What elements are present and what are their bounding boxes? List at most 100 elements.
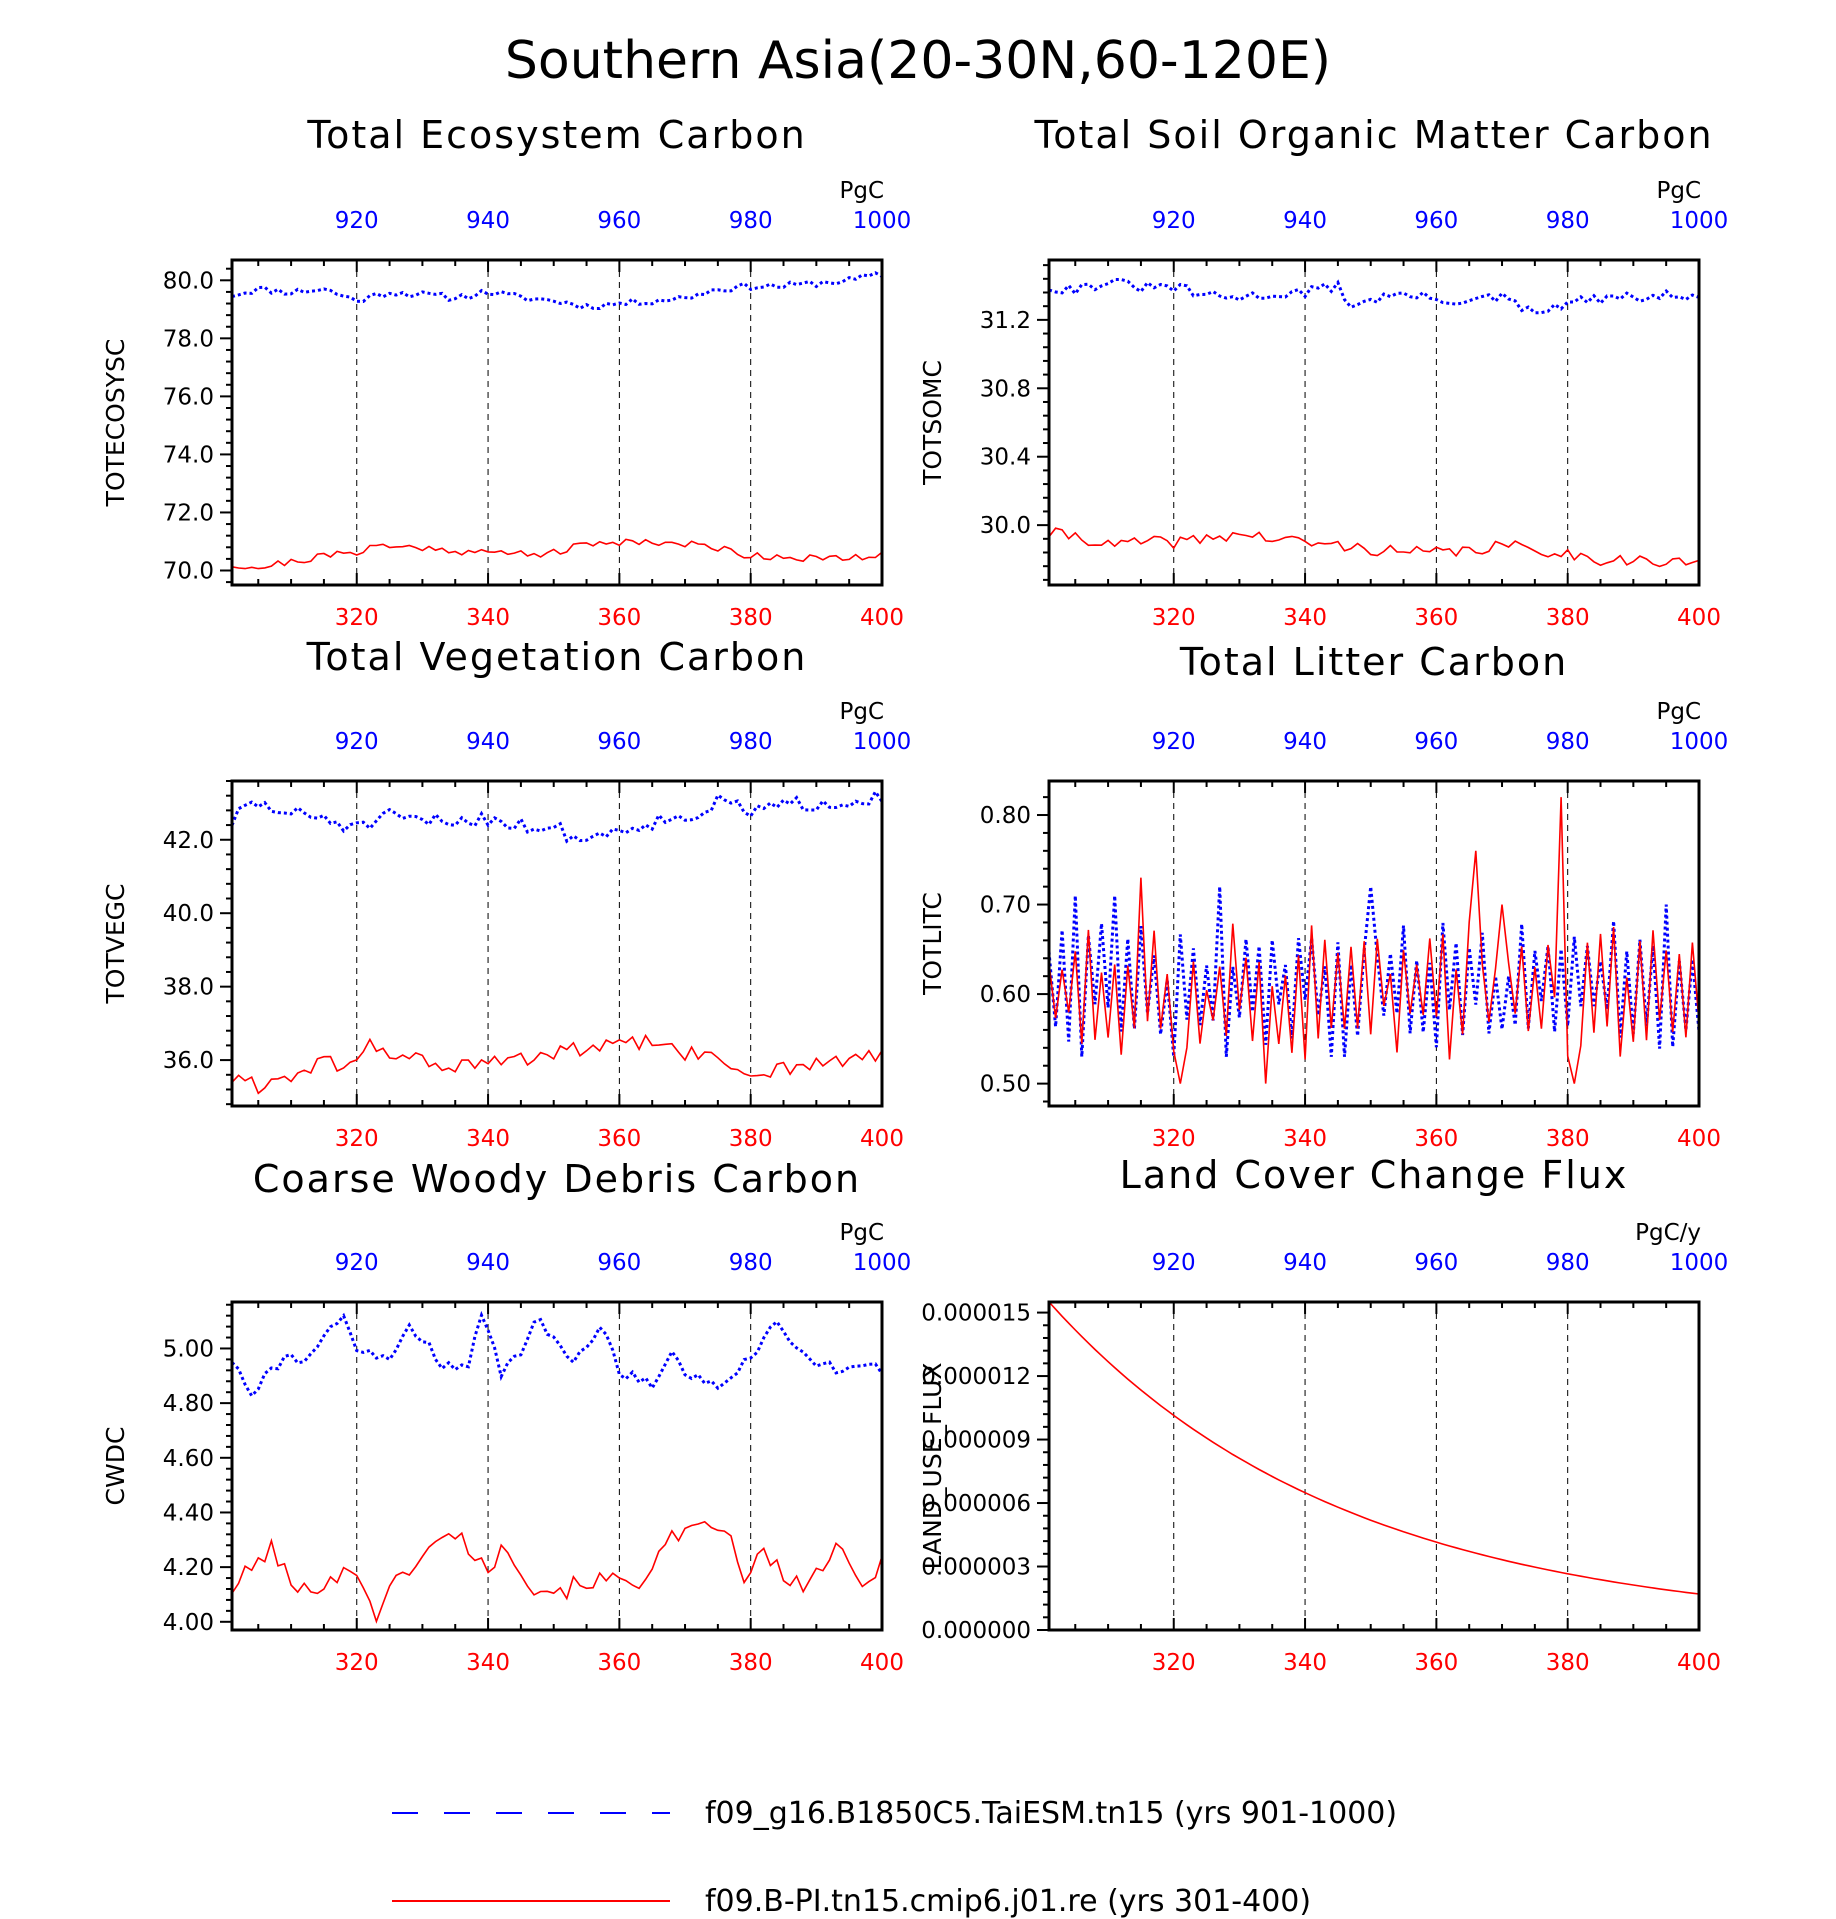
x-bottom-tick-label: 360 (597, 605, 641, 631)
y-tick-label: 30.0 (980, 513, 1031, 539)
figure-title: Southern Asia(20-30N,60-120E) (505, 31, 1331, 91)
y-tick-label: 30.8 (980, 376, 1031, 402)
plot-frame (1047, 1300, 1701, 1632)
x-bottom-tick-label: 380 (1546, 605, 1590, 631)
series-taiesm-line (230, 1310, 884, 1399)
y-tick-label: 0.50 (980, 1072, 1031, 1098)
x-top-tick-label: 940 (1283, 1250, 1327, 1276)
panel-title: Land Cover Change Flux (1120, 1153, 1629, 1197)
legend-label-a: f09_g16.B1850C5.TaiESM.tn15 (yrs 901-100… (705, 1796, 1397, 1831)
x-top-tick-label: 940 (466, 1250, 510, 1276)
x-top-tick-label: 920 (1152, 1250, 1196, 1276)
units-label: PgC (839, 178, 884, 204)
x-top-tick-label: 960 (1414, 729, 1458, 755)
panel-1: Total Ecosystem Carbon PgC TOTECOSYSC 320 34… (101, 113, 911, 631)
series-taiesm-line (1048, 278, 1700, 315)
x-top-tick-label: 940 (1283, 729, 1327, 755)
x-top-tick-label: 960 (597, 1250, 641, 1276)
y-tick-label: 74.0 (163, 442, 214, 468)
x-bottom-tick-label: 400 (860, 1126, 904, 1152)
x-bottom-tick-label: 340 (1283, 605, 1327, 631)
y-axis-label: TOTVEGC (101, 884, 130, 1005)
x-bottom-tick-label: 400 (860, 1650, 904, 1676)
x-bottom-tick-label: 360 (597, 1126, 641, 1152)
x-top-tick-label: 920 (335, 729, 379, 755)
panel-title: Total Vegetation Carbon (306, 635, 808, 679)
panel-2: Total Soil Organic Matter Carbon PgC TOTSO… (918, 113, 1728, 631)
y-tick-label: 72.0 (163, 500, 214, 526)
plot-frame (1047, 779, 1701, 1108)
x-bottom-tick-label: 400 (1677, 1126, 1721, 1152)
y-tick-label: 5.00 (163, 1336, 214, 1362)
series-cmip6-line (231, 538, 883, 570)
units-label: PgC (839, 1220, 884, 1246)
y-tick-label: 0.000000 (921, 1618, 1031, 1644)
x-top-tick-label: 1000 (1670, 208, 1729, 234)
x-top-tick-label: 920 (335, 208, 379, 234)
y-tick-label: 4.60 (163, 1446, 214, 1472)
y-axis-label: LAND_USE_FLUX (918, 1362, 947, 1569)
x-top-tick-label: 960 (597, 729, 641, 755)
series-cmip6-line (1048, 527, 1700, 568)
x-bottom-tick-label: 320 (1152, 1126, 1196, 1152)
series-taiesm-line (231, 271, 883, 311)
series-cmip6-line (1048, 1301, 1700, 1595)
x-top-tick-label: 980 (1546, 1250, 1590, 1276)
x-top-tick-label: 920 (1152, 729, 1196, 755)
plot-frame (1047, 258, 1701, 587)
y-axis-label: TOTECOSYSC (101, 339, 130, 508)
panel-title: Total Litter Carbon (1179, 640, 1568, 684)
plot-frame (230, 258, 884, 587)
x-bottom-tick-label: 360 (1414, 1650, 1458, 1676)
panel-title: Total Soil Organic Matter Carbon (1033, 113, 1713, 157)
x-top-tick-label: 980 (729, 1250, 773, 1276)
y-tick-label: 0.000015 (921, 1301, 1031, 1327)
x-bottom-tick-label: 320 (335, 1650, 379, 1676)
x-top-tick-label: 1000 (1670, 729, 1729, 755)
series-cmip6-line (231, 1520, 883, 1624)
x-bottom-tick-label: 320 (335, 1126, 379, 1152)
plot-frame (230, 1300, 884, 1632)
x-top-tick-label: 1000 (853, 729, 912, 755)
y-tick-label: 40.0 (163, 901, 214, 927)
x-bottom-tick-label: 340 (466, 605, 510, 631)
x-top-tick-label: 1000 (1670, 1250, 1729, 1276)
y-tick-label: 30.4 (980, 445, 1031, 471)
x-bottom-tick-label: 340 (466, 1126, 510, 1152)
y-tick-label: 36.0 (163, 1048, 214, 1074)
x-bottom-tick-label: 360 (597, 1650, 641, 1676)
series-cmip6-line (231, 1033, 883, 1095)
x-top-tick-label: 980 (729, 208, 773, 234)
x-bottom-tick-label: 380 (1546, 1126, 1590, 1152)
units-label: PgC (1656, 178, 1701, 204)
y-tick-label: 42.0 (163, 828, 214, 854)
y-tick-label: 4.40 (163, 1500, 214, 1526)
y-tick-label: 80.0 (163, 268, 214, 294)
series-taiesm-line (230, 788, 884, 844)
x-bottom-tick-label: 360 (1414, 1126, 1458, 1152)
x-bottom-tick-label: 400 (1677, 605, 1721, 631)
x-bottom-tick-label: 400 (1677, 1650, 1721, 1676)
x-bottom-tick-label: 380 (729, 1126, 773, 1152)
x-bottom-tick-label: 400 (860, 605, 904, 631)
x-top-tick-label: 980 (1546, 729, 1590, 755)
x-bottom-tick-label: 360 (1414, 605, 1458, 631)
panel-3: Total Vegetation Carbon PgC TOTVEGC 320 340 3… (101, 635, 911, 1152)
units-label: PgC/y (1635, 1220, 1701, 1246)
x-top-tick-label: 960 (597, 208, 641, 234)
x-top-tick-label: 940 (466, 729, 510, 755)
y-axis-label: TOTSOMC (918, 360, 947, 486)
panels: Total Ecosystem Carbon PgC TOTECOSYSC 320 34… (101, 113, 1728, 1676)
x-bottom-tick-label: 380 (729, 605, 773, 631)
panel-title: Coarse Woody Debris Carbon (253, 1157, 861, 1201)
y-tick-label: 0.60 (980, 982, 1031, 1008)
y-tick-label: 0.000003 (921, 1555, 1031, 1581)
y-tick-label: 78.0 (163, 326, 214, 352)
legend: f09_g16.B1850C5.TaiESM.tn15 (yrs 901-100… (392, 1796, 1397, 1919)
x-top-tick-label: 940 (1283, 208, 1327, 234)
y-tick-label: 0.000012 (921, 1364, 1031, 1390)
x-top-tick-label: 1000 (853, 1250, 912, 1276)
y-tick-label: 0.80 (980, 803, 1031, 829)
